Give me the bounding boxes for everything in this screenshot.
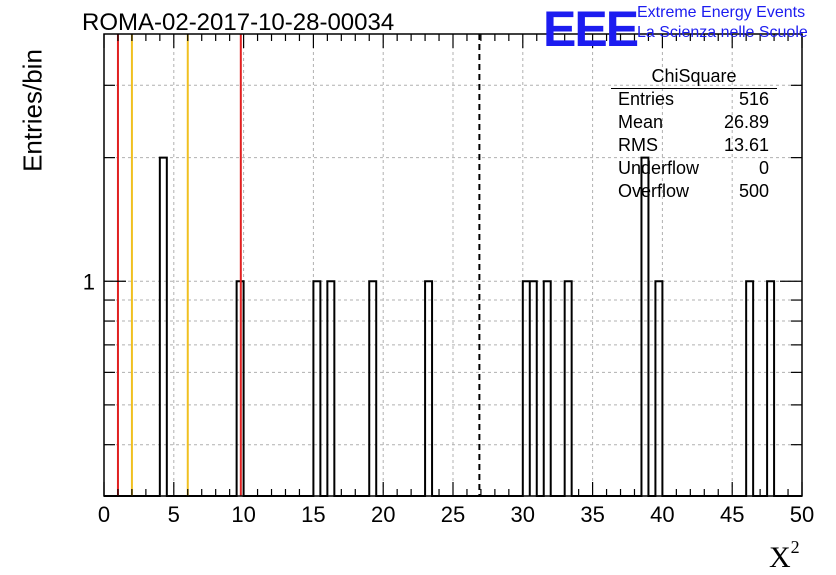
x-axis-label: X2: [769, 537, 800, 575]
stats-label: Entries: [618, 89, 675, 109]
stats-row: Entries 516: [611, 89, 777, 112]
stats-value: 26.89: [723, 112, 769, 132]
y-axis-label: Entries/bin: [17, 49, 48, 172]
stats-row: RMS 13.61: [611, 135, 777, 158]
logo-line-2: La Scienza nelle Scuole: [637, 24, 808, 41]
stats-label: RMS: [618, 135, 658, 155]
x-tick-label: 50: [790, 502, 814, 527]
x-axis-label-superscript: 2: [790, 537, 800, 557]
x-tick-label: 45: [720, 502, 744, 527]
stats-value: 500: [738, 181, 769, 201]
logo-line-1: Extreme Energy Events: [637, 4, 806, 21]
stats-row: Mean 26.89: [611, 112, 777, 135]
x-tick-label: 10: [231, 502, 255, 527]
histogram-bin: [523, 281, 530, 496]
eee-logo: EEE: [543, 1, 639, 57]
histogram-bin: [160, 158, 167, 496]
x-axis-label-base: X: [769, 541, 791, 574]
histogram-bin: [327, 281, 334, 496]
x-tick-label: 25: [441, 502, 465, 527]
histogram-bin: [655, 281, 662, 496]
stats-value: 0: [758, 158, 769, 178]
histogram-bin: [425, 281, 432, 496]
stats-label: Overflow: [618, 181, 690, 201]
x-tick-label: 5: [168, 502, 180, 527]
histogram-bin: [641, 158, 648, 496]
histogram-bin: [313, 281, 320, 496]
x-tick-label: 35: [580, 502, 604, 527]
x-tick-label: 0: [98, 502, 110, 527]
histogram-bin: [767, 281, 774, 496]
x-tick-label: 40: [650, 502, 674, 527]
stats-box: ChiSquare Entries 516 Mean 26.89 RMS 13.61 …: [611, 66, 777, 204]
y-tick-label: 1: [83, 269, 95, 294]
histogram-bin: [746, 281, 753, 496]
x-tick-label: 15: [301, 502, 325, 527]
stats-row: Underflow 0: [611, 158, 777, 181]
stats-title: ChiSquare: [611, 66, 777, 89]
stats-label: Mean: [618, 112, 664, 132]
stats-value: 13.61: [723, 135, 769, 155]
histogram-bin: [369, 281, 376, 496]
histogram-bin: [565, 281, 572, 496]
stats-row: Overflow 500: [611, 181, 777, 204]
histogram-bin: [530, 281, 537, 496]
stats-label: Underflow: [618, 158, 700, 178]
chart-title: ROMA-02-2017-10-28-00034: [82, 9, 395, 36]
histogram-bin: [544, 281, 551, 496]
x-tick-label: 30: [511, 502, 535, 527]
stats-value: 516: [738, 89, 769, 109]
x-tick-label: 20: [371, 502, 395, 527]
